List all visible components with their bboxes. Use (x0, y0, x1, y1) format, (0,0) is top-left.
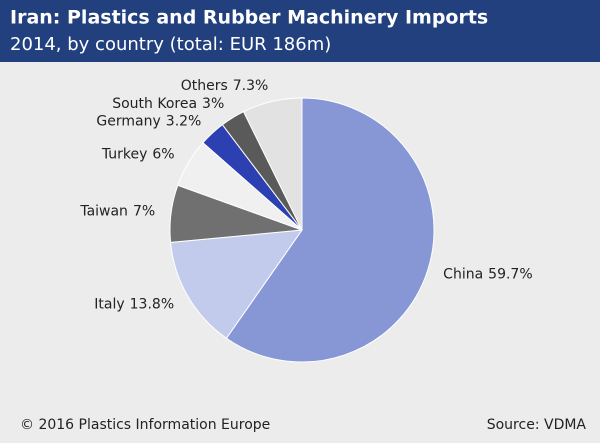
slice-label: China 59.7% (443, 266, 532, 282)
credit: © 2016 Plastics Information Europe (20, 417, 270, 433)
slice-label: Turkey 6% (101, 147, 175, 163)
slice-label: Germany 3.2% (96, 113, 201, 129)
slice-value: 3% (202, 96, 224, 112)
slice-category: Italy (94, 297, 124, 313)
pie-slice (170, 229, 304, 339)
slice-category: Turkey (101, 147, 148, 163)
slice-value: 59.7% (488, 266, 532, 282)
slice-value: 13.8% (130, 297, 174, 313)
slice-value: 6% (152, 147, 174, 163)
slice-value: 7.3% (233, 78, 269, 94)
slice-category: China (443, 266, 483, 282)
slice-category: South Korea (112, 96, 197, 112)
slice-label: Italy 13.8% (94, 297, 174, 313)
source: Source: VDMA (487, 417, 587, 433)
chart-title: Iran: Plastics and Rubber Machinery Impo… (10, 7, 488, 29)
chart-subtitle: 2014, by country (total: EUR 186m) (10, 34, 331, 55)
header-band (0, 0, 600, 62)
slice-category: Others (181, 78, 228, 94)
slice-label: Others 7.3% (181, 78, 269, 94)
pie-slice (242, 97, 303, 231)
slice-category: Germany (96, 113, 160, 129)
pie-slice (225, 97, 435, 363)
slice-category: Taiwan (79, 203, 128, 219)
slice-label: Taiwan 7% (79, 203, 155, 219)
slice-label: South Korea 3% (112, 96, 224, 112)
slice-value: 7% (133, 203, 155, 219)
slice-value: 3.2% (166, 113, 202, 129)
